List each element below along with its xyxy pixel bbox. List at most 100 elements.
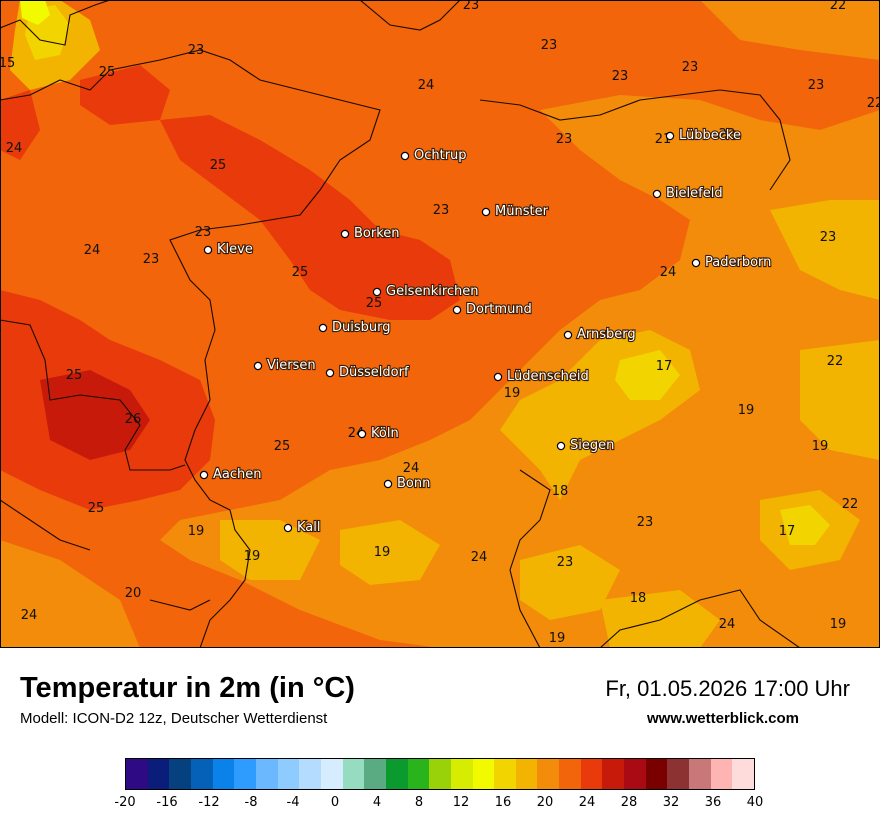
isotherm-label: 19 bbox=[812, 439, 829, 454]
city-kall[interactable]: Kall bbox=[283, 519, 322, 536]
city-aachen[interactable]: Aachen bbox=[199, 466, 263, 483]
legend-tick-label: -16 bbox=[156, 795, 178, 810]
city-luedenscheid[interactable]: Lüdenscheid bbox=[493, 368, 590, 385]
website-link[interactable]: www.wetterblick.com bbox=[647, 710, 799, 727]
city-dot-icon bbox=[325, 368, 335, 378]
city-dortmund[interactable]: Dortmund bbox=[452, 301, 533, 318]
city-dot-icon bbox=[665, 131, 675, 141]
legend-swatch bbox=[234, 759, 256, 789]
legend-tick-label: -12 bbox=[198, 795, 220, 810]
color-scale-tick-labels: -20 -16 -12 -8 -4 0 4 8 12 16 20 24 28 32 36 40 bbox=[114, 795, 763, 813]
legend-tick-label: 16 bbox=[494, 795, 512, 810]
city-dot-icon bbox=[340, 229, 350, 239]
city-label: Siegen bbox=[570, 438, 614, 453]
legend-swatch bbox=[190, 759, 213, 789]
city-label: Köln bbox=[371, 426, 399, 441]
legend-swatch bbox=[559, 759, 581, 789]
city-muenster[interactable]: Münster bbox=[481, 203, 550, 220]
legend-swatch bbox=[472, 759, 495, 789]
city-markers: Lübbecke Ochtrup Bielefeld Münster Borke… bbox=[199, 127, 772, 536]
city-paderborn[interactable]: Paderborn bbox=[691, 254, 772, 271]
city-bonn[interactable]: Bonn bbox=[383, 475, 431, 492]
isotherm-label: 18 bbox=[552, 484, 569, 499]
legend-tick-label: 32 bbox=[662, 795, 680, 810]
city-arnsberg[interactable]: Arnsberg bbox=[563, 326, 637, 343]
city-label: Lüdenscheid bbox=[507, 369, 589, 384]
city-luebbecke[interactable]: Lübbecke bbox=[665, 127, 742, 144]
legend-swatch bbox=[710, 759, 733, 789]
isotherm-label: 23 bbox=[433, 203, 450, 218]
city-label: Borken bbox=[354, 226, 400, 241]
legend-tick-label: 4 bbox=[372, 795, 382, 810]
isotherm-label: 22 bbox=[830, 0, 847, 13]
isotherm-label: 23 bbox=[557, 555, 574, 570]
temperature-zone-20-22 bbox=[0, 0, 880, 648]
city-dot-icon bbox=[556, 441, 566, 451]
city-duisburg[interactable]: Duisburg bbox=[318, 319, 392, 336]
isotherm-label: 24 bbox=[719, 617, 736, 632]
isotherm-label: 18 bbox=[630, 591, 647, 606]
city-kleve[interactable]: Kleve bbox=[203, 241, 254, 258]
temperature-map[interactable]: 23 22 23 23 23 23 15 25 22 24 23 21 23 2… bbox=[0, 0, 880, 648]
legend-tick-label: -4 bbox=[286, 795, 300, 810]
legend-swatch bbox=[385, 759, 408, 789]
forecast-datetime: Fr, 01.05.2026 17:00 Uhr bbox=[605, 676, 850, 701]
legend-tick-label: 24 bbox=[578, 795, 596, 810]
isotherm-label: 24 bbox=[418, 78, 435, 93]
isotherm-label: 22 bbox=[827, 354, 844, 369]
isotherm-label: 25 bbox=[210, 158, 227, 173]
map-title: Temperatur in 2m (in °C) bbox=[20, 672, 355, 704]
city-viersen[interactable]: Viersen bbox=[253, 357, 317, 374]
isotherm-label: 25 bbox=[66, 368, 83, 383]
legend-tick-label: 40 bbox=[746, 795, 764, 810]
isotherm-label: 26 bbox=[125, 412, 142, 427]
isotherm-label: 22 bbox=[842, 497, 859, 512]
city-duesseldorf[interactable]: Düsseldorf bbox=[325, 364, 410, 381]
city-dot-icon bbox=[481, 207, 491, 217]
city-label: Kleve bbox=[217, 242, 253, 257]
legend-swatch bbox=[624, 759, 646, 789]
city-ochtrup[interactable]: Ochtrup bbox=[400, 147, 468, 164]
legend-swatch bbox=[407, 759, 430, 789]
temperature-zone-14-15 bbox=[20, 0, 50, 25]
city-label: Viersen bbox=[267, 358, 316, 373]
legend-swatch bbox=[494, 759, 516, 789]
isotherm-label: 23 bbox=[820, 230, 837, 245]
isotherm-label: 23 bbox=[195, 225, 212, 240]
isotherm-label: 23 bbox=[682, 60, 699, 75]
isotherm-label: 19 bbox=[374, 545, 391, 560]
city-gelsenkirchen[interactable]: Gelsenkirchen bbox=[372, 283, 480, 300]
isotherm-label: 25 bbox=[292, 265, 309, 280]
city-dot-icon bbox=[383, 479, 393, 489]
legend-swatch bbox=[212, 759, 235, 789]
legend-tick-label: -8 bbox=[244, 795, 258, 810]
legend-swatch bbox=[689, 759, 711, 789]
color-scale-legend bbox=[125, 758, 755, 790]
legend-swatch bbox=[732, 759, 755, 789]
isotherm-labels: 23 22 23 23 23 23 15 25 22 24 23 21 23 2… bbox=[0, 0, 880, 646]
isotherm-label: 19 bbox=[830, 617, 847, 632]
isotherm-label: 24 bbox=[6, 141, 23, 156]
isotherm-label: 24 bbox=[84, 243, 101, 258]
city-dot-icon bbox=[652, 189, 662, 199]
legend-tick-label: -20 bbox=[114, 795, 136, 810]
city-label: Gelsenkirchen bbox=[386, 284, 479, 299]
city-koeln[interactable]: Köln bbox=[357, 425, 400, 442]
isotherm-label: 19 bbox=[188, 524, 205, 539]
isotherm-label: 23 bbox=[637, 515, 654, 530]
legend-swatch bbox=[580, 759, 603, 789]
legend-swatch bbox=[299, 759, 321, 789]
city-bielefeld[interactable]: Bielefeld bbox=[652, 185, 724, 202]
city-label: Bielefeld bbox=[666, 186, 723, 201]
city-siegen[interactable]: Siegen bbox=[556, 437, 615, 454]
isotherm-label: 23 bbox=[719, 127, 736, 142]
legend-swatch bbox=[255, 759, 278, 789]
isotherm-label: 19 bbox=[244, 549, 261, 564]
isotherm-label: 25 bbox=[274, 439, 291, 454]
isotherm-label: 24 bbox=[471, 550, 488, 565]
legend-swatch bbox=[126, 759, 148, 789]
city-borken[interactable]: Borken bbox=[340, 225, 401, 242]
city-dot-icon bbox=[400, 151, 410, 161]
isotherm-label: 19 bbox=[549, 631, 566, 646]
legend-swatch bbox=[537, 759, 560, 789]
